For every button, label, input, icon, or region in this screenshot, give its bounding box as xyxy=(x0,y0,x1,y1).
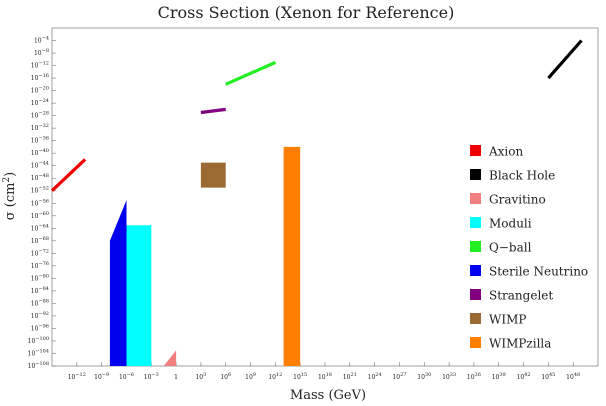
y-tick-label: 10−72 xyxy=(31,248,49,257)
legend-item-wimpzilla: WIMPzilla xyxy=(470,337,551,351)
y-tick-label: 10−16 xyxy=(31,73,49,82)
legend-label: WIMPzilla xyxy=(489,337,551,351)
data-marks xyxy=(50,39,583,366)
y-axis-label: σ (cm2) xyxy=(2,172,18,221)
y-tick-label: 10−28 xyxy=(31,111,49,120)
y-tick-label: 10−44 xyxy=(31,161,49,170)
legend-swatch xyxy=(470,169,481,180)
y-axis-label-close: ) xyxy=(3,172,18,177)
legend-swatch xyxy=(470,289,481,300)
y-tick-label: 10−80 xyxy=(31,273,49,282)
series-wimpzilla xyxy=(283,146,301,366)
x-tick-label: 10−9 xyxy=(94,372,109,381)
x-axis-label: Mass (GeV) xyxy=(290,388,366,403)
legend-item-q-ball: Q−ball xyxy=(470,241,532,255)
x-tick-label: 1033 xyxy=(442,372,456,381)
legend-label: Q−ball xyxy=(489,241,532,255)
legend-label: Axion xyxy=(488,145,523,159)
y-tick-label: 10−56 xyxy=(31,198,49,207)
y-axis-label-main: σ (cm xyxy=(3,183,18,221)
x-tick-label: 1015 xyxy=(293,372,307,381)
y-tick-label: 10−108 xyxy=(28,361,49,370)
series-wimp xyxy=(200,162,226,188)
y-tick-label: 10−104 xyxy=(28,348,49,357)
x-tick-label: 1018 xyxy=(318,372,332,381)
x-tick-label: 1021 xyxy=(343,372,357,381)
y-tick-label: 10−88 xyxy=(31,298,49,307)
series-gravitino xyxy=(163,350,177,366)
y-tick-label: 10−52 xyxy=(31,186,49,195)
legend: Axion Black Hole Gravitino Moduli Q−ball Ster… xyxy=(470,145,588,351)
legend-label: Gravitino xyxy=(489,193,546,207)
y-tick-label: 10−96 xyxy=(31,323,49,332)
series-sterile-neutrino xyxy=(109,200,127,366)
y-tick-label: 10−36 xyxy=(31,136,49,145)
series-strangelet xyxy=(200,107,226,115)
series-q-ball xyxy=(225,60,277,86)
y-tick-label: 10−4 xyxy=(34,36,49,45)
x-tick-label: 1 xyxy=(174,374,178,381)
y-axis-label-exponent: 2 xyxy=(2,177,12,183)
legend-label: Moduli xyxy=(489,217,532,231)
x-tick-label: 103 xyxy=(195,372,206,381)
legend-item-wimp: WIMP xyxy=(470,313,526,327)
y-tick-label: 10−8 xyxy=(34,48,49,57)
legend-swatch xyxy=(470,145,481,156)
legend-item-moduli: Moduli xyxy=(470,217,532,231)
x-tick-label: 1036 xyxy=(467,372,481,381)
y-tick-label: 10−40 xyxy=(31,148,49,157)
y-tick-label: 10−84 xyxy=(31,286,49,295)
legend-label: Black Hole xyxy=(489,169,555,183)
x-tick-label: 1042 xyxy=(517,372,531,381)
legend-item-gravitino: Gravitino xyxy=(470,193,546,207)
legend-swatch xyxy=(470,241,481,252)
y-tick-label: 10−24 xyxy=(31,98,49,107)
y-tick-label: 10−60 xyxy=(31,211,49,220)
legend-swatch xyxy=(470,193,481,204)
legend-swatch xyxy=(470,337,481,348)
ticks: 10−12 10−9 10−6 10−3 1 103 106 109 1012 1015 1018 1… xyxy=(28,36,581,381)
y-tick-label: 10−12 xyxy=(31,61,49,70)
x-tick-label: 1048 xyxy=(566,372,580,381)
x-tick-label: 10−12 xyxy=(68,372,86,381)
legend-item-strangelet: Strangelet xyxy=(470,289,553,303)
legend-item-axion: Axion xyxy=(470,145,523,159)
y-tick-label: 10−100 xyxy=(28,336,49,345)
series-black-hole xyxy=(547,39,583,80)
legend-swatch xyxy=(470,217,481,228)
y-tick-label: 10−48 xyxy=(31,173,49,182)
y-tick-label: 10−76 xyxy=(31,261,49,270)
y-tick-label: 10−68 xyxy=(31,236,49,245)
legend-label: Strangelet xyxy=(489,289,553,303)
legend-swatch xyxy=(470,313,481,324)
y-tick-label: 10−20 xyxy=(31,86,49,95)
x-tick-label: 1039 xyxy=(492,372,506,381)
x-tick-label: 10−3 xyxy=(144,372,159,381)
y-tick-label: 10−32 xyxy=(31,123,49,132)
x-tick-label: 1027 xyxy=(392,372,406,381)
y-tick-label: 10−92 xyxy=(31,311,49,320)
series-moduli xyxy=(126,225,152,366)
legend-label: WIMP xyxy=(489,313,526,327)
legend-swatch xyxy=(470,265,481,276)
x-tick-label: 10−6 xyxy=(119,372,134,381)
x-tick-label: 109 xyxy=(245,372,256,381)
x-tick-label: 1012 xyxy=(268,372,282,381)
legend-label: Sterile Neutrino xyxy=(489,265,588,279)
x-tick-label: 1045 xyxy=(541,372,555,381)
x-tick-label: 1024 xyxy=(368,372,382,381)
x-tick-label: 106 xyxy=(220,372,231,381)
legend-item-sterile-neutrino: Sterile Neutrino xyxy=(470,265,588,279)
chart-title: Cross Section (Xenon for Reference) xyxy=(158,3,455,22)
y-tick-label: 10−64 xyxy=(31,223,49,232)
x-tick-label: 1030 xyxy=(417,372,431,381)
series-axion xyxy=(50,158,87,192)
legend-item-black-hole: Black Hole xyxy=(470,169,555,183)
